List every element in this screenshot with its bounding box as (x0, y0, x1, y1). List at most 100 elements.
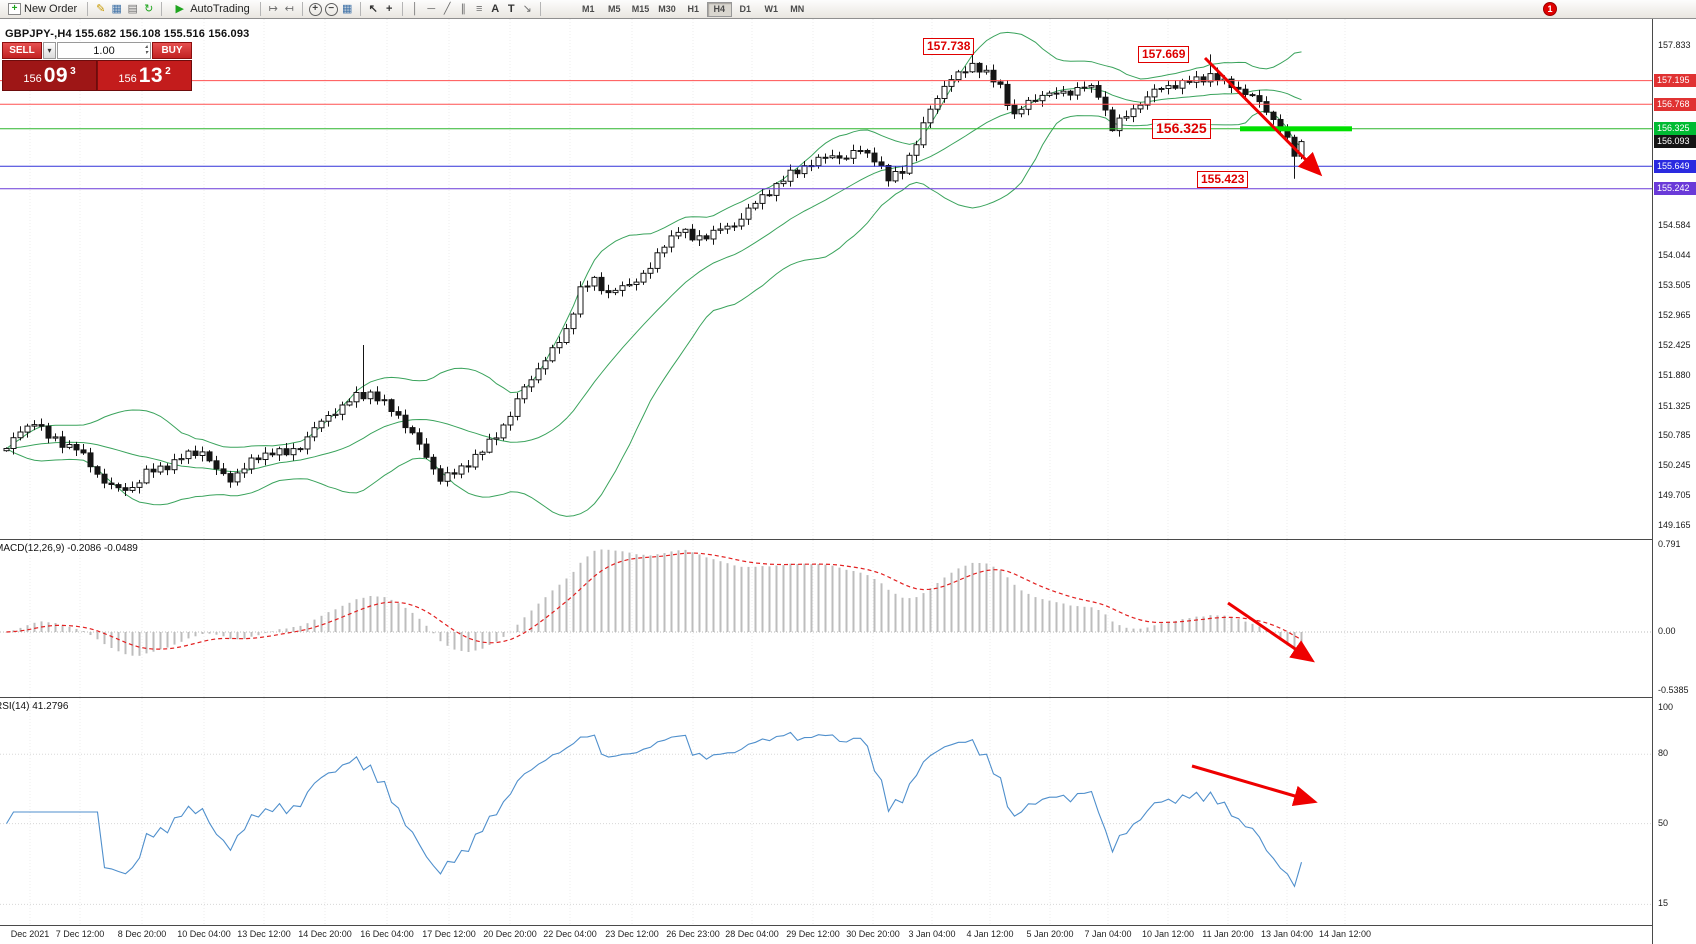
time-axis-label: 10 Jan 12:00 (1141, 929, 1195, 939)
refresh-icon[interactable]: ↻ (144, 2, 154, 15)
autotrading-button[interactable]: ▶ AutoTrading (167, 1, 255, 17)
vertical-line-icon[interactable]: │ (411, 2, 419, 15)
timeframe-m1[interactable]: M1 (581, 3, 595, 14)
horizontal-line-icon[interactable]: ─ (427, 2, 436, 15)
market-watch-icon[interactable]: ▦ (111, 2, 122, 15)
volume-field[interactable]: 1.00 ▴ ▾ (57, 42, 151, 59)
time-axis-label: 29 Dec 12:00 (786, 929, 840, 939)
new-order-button[interactable]: + New Order (3, 1, 82, 17)
macd-axis-label: 0.00 (1658, 626, 1676, 636)
time-axis-label: 22 Dec 04:00 (543, 929, 597, 939)
autotrading-label: AutoTrading (190, 3, 250, 15)
timeframe-m15[interactable]: M15 (631, 3, 650, 14)
toolbar: + New Order ✎ ▦ ▤ ↻ ▶ AutoTrading ↦ ↤ + … (0, 0, 1696, 19)
crosshair-icon[interactable]: + (386, 2, 393, 15)
time-axis-label: Dec 2021 (10, 929, 50, 939)
rsi-chart[interactable] (0, 698, 1652, 925)
price-annotation: 156.325 (1152, 119, 1211, 139)
spin-up-icon: ▴ (144, 44, 148, 50)
price-axis-label: 151.880 (1658, 370, 1691, 380)
price-axis-label: 152.965 (1658, 310, 1691, 320)
new-order-label: New Order (24, 3, 78, 15)
toolbar-separator (259, 2, 261, 16)
zoom-out-icon[interactable]: − (324, 2, 338, 16)
timeframe-h4[interactable]: H4 (706, 1, 732, 17)
price-annotation: 155.423 (1197, 171, 1249, 188)
sell-button[interactable]: SELL (2, 42, 42, 59)
price-axis-label: 149.165 (1658, 520, 1691, 530)
rsi-axis-label: 50 (1658, 818, 1669, 828)
time-axis-label: 28 Dec 04:00 (725, 929, 779, 939)
cursor-icon[interactable]: ↖ (368, 2, 378, 15)
time-axis-label: 13 Dec 12:00 (237, 929, 291, 939)
rsi-label: RSI(14) 41.2796 (0, 701, 69, 712)
auto-scroll-icon[interactable]: ↦ (268, 2, 278, 15)
price-axis-label: 150.785 (1658, 430, 1691, 440)
price-annotation: 157.669 (1138, 46, 1190, 63)
fibonacci-icon[interactable]: ≡ (476, 2, 483, 15)
price-axis-label: 157.833 (1658, 40, 1691, 50)
one-click-trading-panel: SELL ▾ 1.00 ▴ ▾ BUY 156 09 3 156 13 2 (2, 42, 192, 91)
time-axis-label: 3 Jan 04:00 (908, 929, 956, 939)
buy-button[interactable]: BUY (152, 42, 192, 59)
buy-price-prefix: 156 (118, 72, 137, 85)
sell-price-display[interactable]: 156 09 3 (2, 60, 97, 91)
price-line-tag: 157.195 (1654, 74, 1696, 87)
time-axis-label: 23 Dec 12:00 (605, 929, 659, 939)
time-axis-label: 14 Dec 20:00 (298, 929, 352, 939)
macd-chart[interactable] (0, 540, 1652, 697)
volume-value: 1.00 (93, 44, 115, 57)
candlestick-chart[interactable] (0, 19, 1652, 539)
rsi-axis-label: 80 (1658, 748, 1669, 758)
metaeditor-icon[interactable]: ✎ (96, 2, 106, 15)
rsi-axis-label: 100 (1658, 702, 1674, 712)
toolbar-separator (301, 2, 303, 16)
price-axis-label: 153.505 (1658, 280, 1691, 290)
tile-windows-icon[interactable]: ▦ (342, 2, 353, 15)
macd-axis-label: -0.5385 (1658, 685, 1689, 695)
timeframe-w1[interactable]: W1 (764, 3, 779, 14)
buy-price-display[interactable]: 156 13 2 (97, 60, 192, 91)
time-axis-label: 16 Dec 04:00 (360, 929, 414, 939)
text-icon[interactable]: A (491, 2, 500, 15)
time-axis-label: 7 Jan 04:00 (1084, 929, 1132, 939)
time-axis-label: 14 Jan 12:00 (1318, 929, 1372, 939)
data-window-icon[interactable]: ▤ (127, 2, 138, 15)
price-axis-label: 154.044 (1658, 250, 1691, 260)
sell-price-sup: 3 (70, 66, 76, 77)
sell-price-prefix: 156 (23, 72, 42, 85)
timeframe-d1[interactable]: D1 (739, 3, 751, 14)
timeframe-mn[interactable]: MN (790, 3, 805, 14)
price-line-tag: 155.242 (1654, 182, 1696, 195)
time-axis-label: 5 Jan 20:00 (1026, 929, 1074, 939)
text-label-icon[interactable]: T (507, 2, 515, 15)
macd-axis-label: 0.791 (1658, 539, 1681, 549)
trendline-icon[interactable]: ╱ (443, 2, 451, 15)
time-axis-label: 13 Jan 04:00 (1260, 929, 1314, 939)
channel-icon[interactable]: ∥ (460, 2, 466, 15)
timeframe-m5[interactable]: M5 (607, 3, 621, 14)
new-order-icon: + (8, 3, 21, 15)
time-axis-label: 7 Dec 12:00 (55, 929, 105, 939)
chart-shift-icon[interactable]: ↤ (284, 2, 294, 15)
trade-options-caret[interactable]: ▾ (43, 42, 56, 59)
buy-price-sup: 2 (165, 66, 171, 77)
rsi-panel[interactable]: RSI(14) 41.2796 (0, 697, 1652, 925)
toolbar-separator (161, 2, 163, 16)
timeframe-m30[interactable]: M30 (658, 3, 676, 14)
macd-panel[interactable]: MACD(12,26,9) -0.2086 -0.0489 (0, 539, 1652, 697)
timeframe-h1[interactable]: H1 (687, 3, 699, 14)
main-chart-panel[interactable]: GBPJPY-,H4 155.682 156.108 155.516 156.0… (0, 19, 1652, 539)
alert-badge[interactable]: 1 (1543, 2, 1557, 16)
arrows-tool-icon[interactable]: ↘ (522, 2, 532, 15)
toolbar-separator (359, 2, 361, 16)
macd-label: MACD(12,26,9) -0.2086 -0.0489 (0, 543, 138, 554)
zoom-in-icon[interactable]: + (308, 2, 322, 16)
time-axis-label: 11 Jan 20:00 (1202, 929, 1254, 939)
price-axis[interactable]: 157.833 154.584 154.044 153.505 152.965 152.4… (1652, 19, 1696, 944)
time-axis[interactable]: Dec 2021 7 Dec 12:00 8 Dec 20:00 10 Dec 04:… (0, 925, 1652, 944)
volume-stepper[interactable]: ▴ ▾ (145, 44, 148, 56)
price-line-tag: 156.768 (1654, 98, 1696, 111)
time-axis-label: 17 Dec 12:00 (422, 929, 476, 939)
